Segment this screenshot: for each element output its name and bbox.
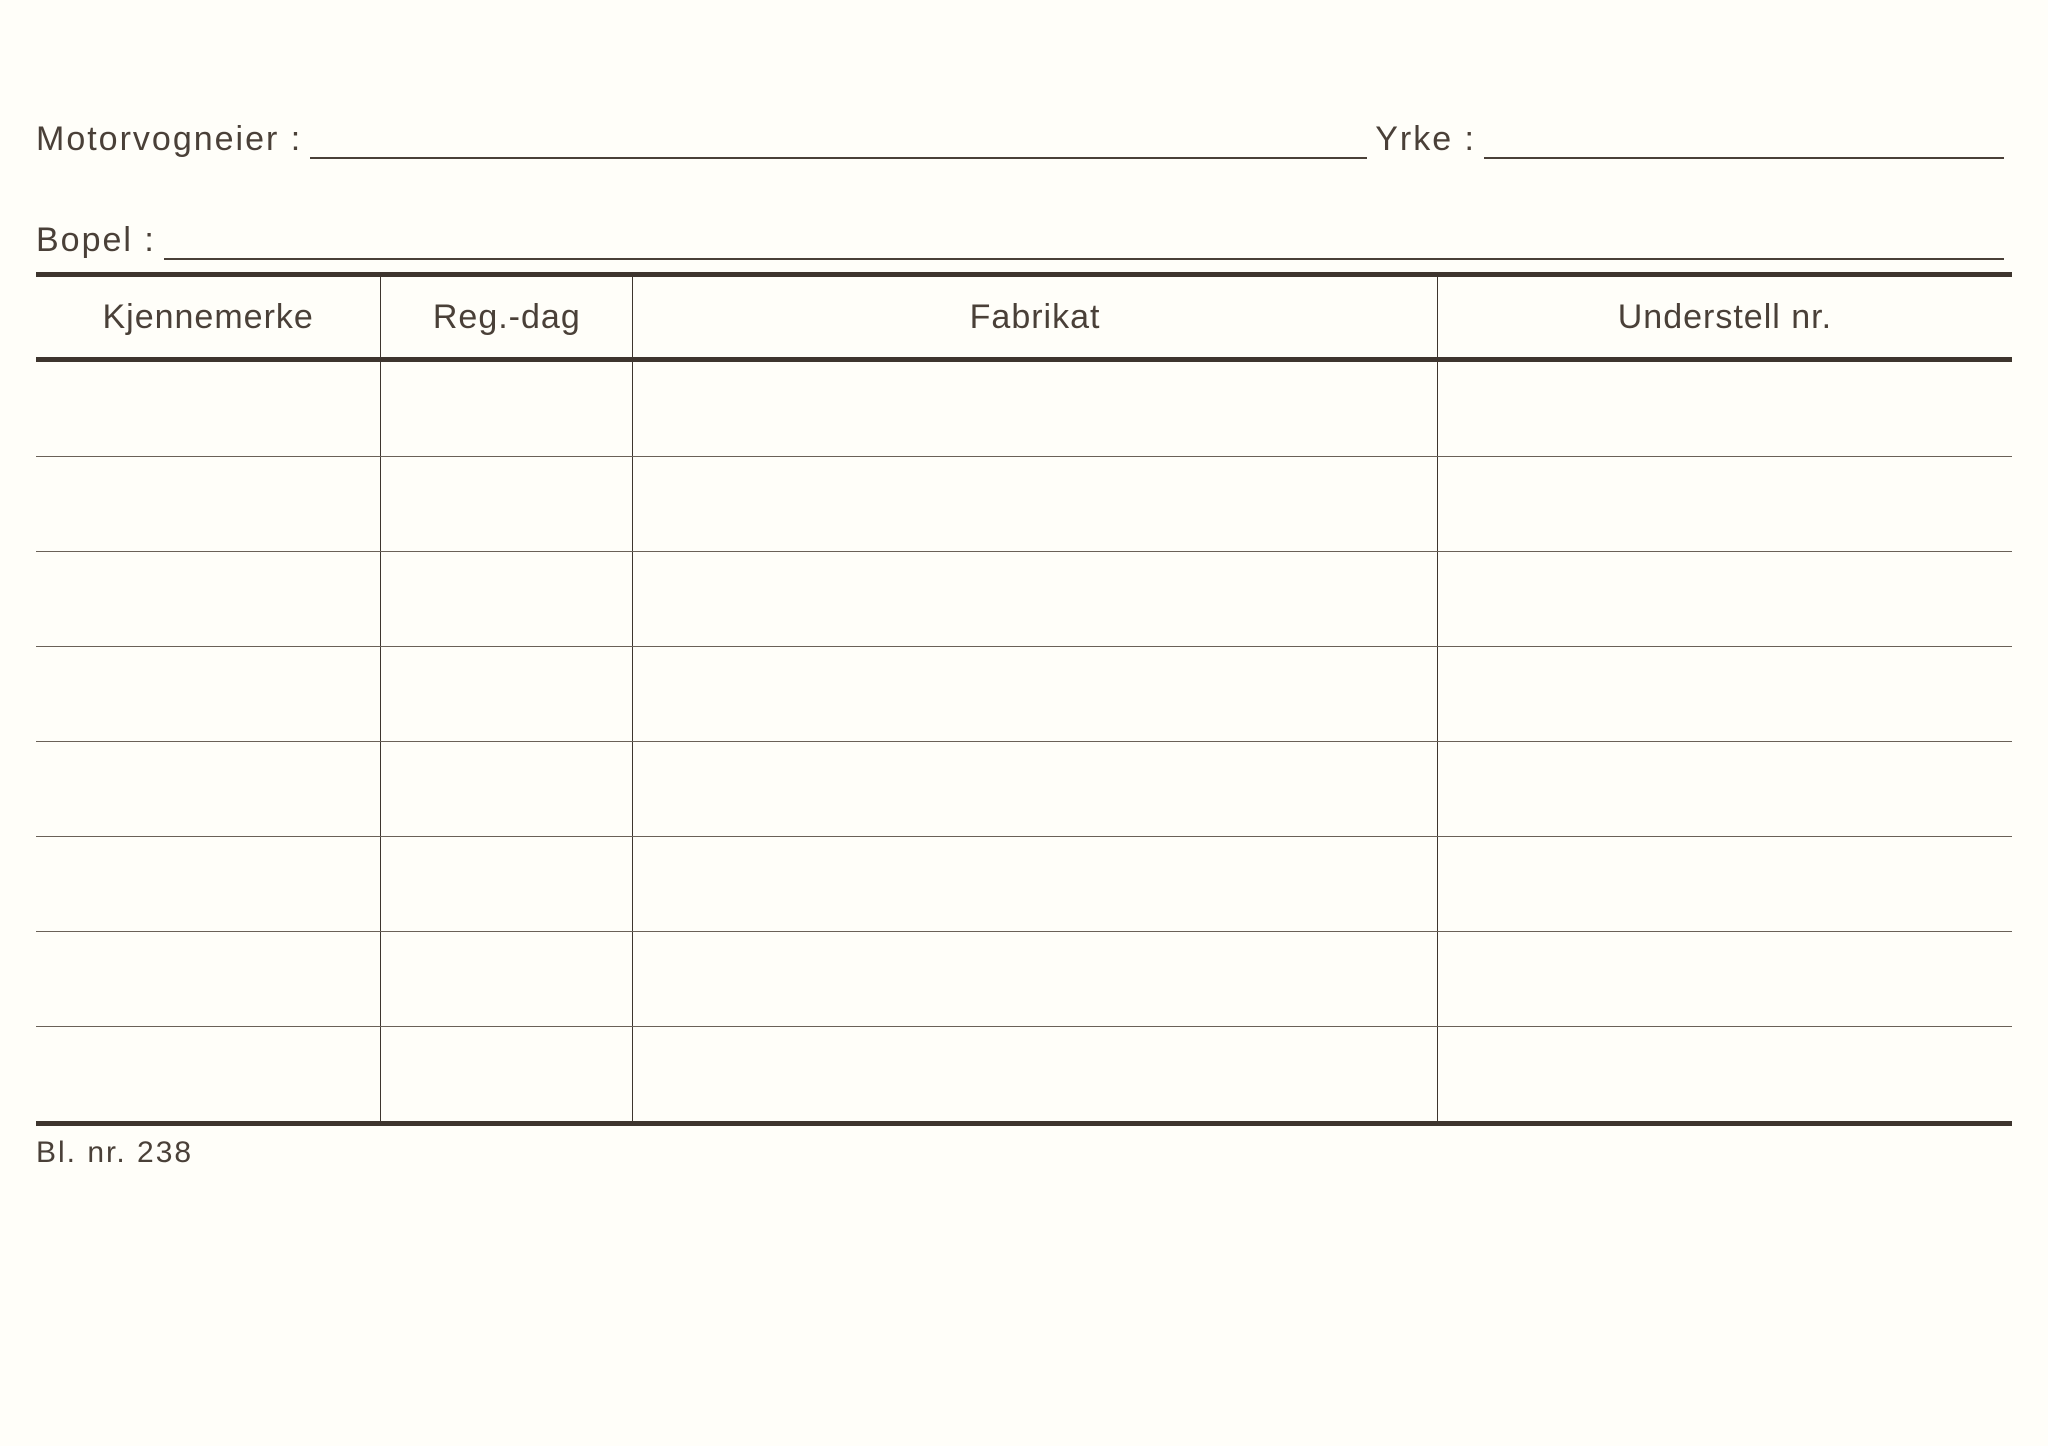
table-cell: [381, 552, 633, 647]
table-cell: [1437, 647, 2012, 742]
table-cell: [633, 552, 1438, 647]
table-cell: [633, 457, 1438, 552]
vehicle-table-body: [36, 360, 2012, 1124]
column-header: Fabrikat: [633, 275, 1438, 360]
table-cell: [633, 742, 1438, 837]
table-row: [36, 742, 2012, 837]
table-cell: [1437, 457, 2012, 552]
table-cell: [381, 742, 633, 837]
table-cell: [633, 837, 1438, 932]
table-cell: [381, 932, 633, 1027]
table-row: [36, 647, 2012, 742]
vehicle-table-head: KjennemerkeReg.-dagFabrikatUnderstell nr…: [36, 275, 2012, 360]
form-number: Bl. nr. 238: [36, 1136, 2012, 1170]
table-cell: [1437, 552, 2012, 647]
table-cell: [1437, 360, 2012, 457]
table-cell: [633, 932, 1438, 1027]
table-row: [36, 932, 2012, 1027]
table-cell: [36, 1027, 381, 1124]
vehicle-table-header-row: KjennemerkeReg.-dagFabrikatUnderstell nr…: [36, 275, 2012, 360]
address-underline: [164, 227, 2004, 260]
table-row: [36, 457, 2012, 552]
table-row: [36, 360, 2012, 457]
table-cell: [36, 552, 381, 647]
table-cell: [633, 360, 1438, 457]
table-cell: [633, 647, 1438, 742]
table-cell: [36, 837, 381, 932]
table-cell: [1437, 837, 2012, 932]
table-cell: [36, 360, 381, 457]
table-cell: [36, 647, 381, 742]
table-cell: [36, 742, 381, 837]
column-header: Kjennemerke: [36, 275, 381, 360]
table-cell: [381, 1027, 633, 1124]
table-cell: [36, 457, 381, 552]
table-cell: [381, 837, 633, 932]
table-row: [36, 1027, 2012, 1124]
table-cell: [381, 360, 633, 457]
owner-underline: [310, 126, 1367, 159]
table-row: [36, 552, 2012, 647]
table-cell: [1437, 932, 2012, 1027]
table-cell: [36, 932, 381, 1027]
profession-label: Yrke :: [1375, 120, 1476, 159]
profession-underline: [1484, 126, 2004, 159]
table-cell: [1437, 742, 2012, 837]
column-header: Understell nr.: [1437, 275, 2012, 360]
vehicle-table: KjennemerkeReg.-dagFabrikatUnderstell nr…: [36, 272, 2012, 1126]
table-cell: [633, 1027, 1438, 1124]
address-label: Bopel :: [36, 221, 156, 260]
table-row: [36, 837, 2012, 932]
address-field-row: Bopel :: [36, 221, 2012, 260]
owner-field-row: Motorvogneier : Yrke :: [36, 120, 2012, 159]
column-header: Reg.-dag: [381, 275, 633, 360]
registration-card: Motorvogneier : Yrke : Bopel : Kjennemer…: [0, 0, 2048, 1446]
table-cell: [381, 647, 633, 742]
table-cell: [1437, 1027, 2012, 1124]
table-cell: [381, 457, 633, 552]
owner-label: Motorvogneier :: [36, 120, 302, 159]
